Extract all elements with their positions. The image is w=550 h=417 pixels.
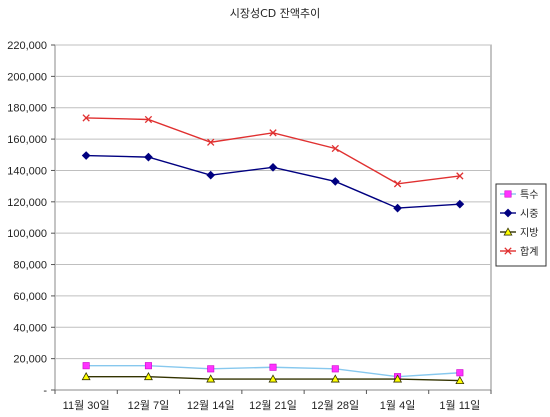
data-point (81, 151, 91, 160)
data-point (206, 374, 216, 383)
data-point (393, 374, 403, 383)
legend-label: 특수 (520, 189, 538, 201)
data-point (143, 372, 153, 381)
data-point (393, 203, 402, 213)
legend-item: 시중 (500, 208, 538, 220)
y-tick-label: 80,000 (13, 260, 47, 272)
data-point (82, 114, 90, 122)
y-tick-label: 180,000 (7, 103, 47, 115)
series-lines (81, 114, 465, 385)
x-axis-ticks: 11월 30일 12월 7일 12월 14일 12월 21일 12월 28일 1월 4일 1… (54, 390, 492, 412)
x-tick-label: 12월 7일 (128, 398, 170, 412)
data-point (330, 374, 340, 383)
y-tick-label: 40,000 (13, 322, 47, 334)
data-point (144, 115, 153, 124)
legend-item: 특수 (500, 189, 538, 201)
data-point (144, 152, 153, 162)
data-point (144, 362, 152, 370)
x-tick-label: 1월 4일 (380, 398, 416, 412)
y-tick-label: - (43, 385, 47, 397)
data-point (269, 363, 277, 371)
legend-item: 합계 (500, 246, 538, 258)
series-시중 (81, 151, 465, 213)
series-합계 (82, 114, 464, 188)
data-point (206, 170, 216, 180)
x-tick-label: 12월 14일 (187, 398, 235, 412)
data-point (269, 129, 277, 137)
legend-label: 합계 (520, 246, 538, 258)
x-tick-label: 12월 28일 (311, 398, 359, 412)
legend-item: 지방 (500, 227, 538, 239)
legend-label: 시중 (520, 208, 538, 220)
data-point (503, 208, 513, 218)
data-point (207, 365, 215, 373)
data-point (207, 138, 215, 146)
x-tick-label: 1월 11일 (439, 398, 480, 412)
data-point (504, 190, 512, 198)
data-point (393, 180, 402, 188)
y-tick-label: 60,000 (13, 291, 47, 303)
data-point (503, 227, 513, 236)
data-point (504, 247, 512, 255)
data-point (456, 172, 464, 180)
y-tick-label: 20,000 (13, 354, 47, 366)
data-point (82, 362, 90, 370)
chart-title: 시장성CD 잔액추이 (230, 7, 321, 20)
grid-lines (55, 44, 491, 360)
data-point (268, 374, 278, 383)
y-tick-label: 160,000 (7, 134, 47, 146)
y-tick-label: 120,000 (7, 197, 47, 209)
legend-label: 지방 (520, 227, 538, 239)
data-point (455, 199, 465, 209)
data-point (268, 162, 278, 172)
x-tick-label: 12월 21일 (249, 398, 297, 412)
y-tick-label: 100,000 (7, 228, 47, 240)
data-point (331, 144, 339, 153)
data-point (81, 372, 91, 381)
data-point (330, 177, 340, 186)
y-tick-label: 220,000 (7, 40, 47, 52)
y-tick-label: 200,000 (7, 71, 47, 83)
legend-box (495, 183, 547, 267)
y-tick-label: 140,000 (7, 165, 47, 177)
y-axis-ticks: - 20,000 40,000 60,000 80,000 100,000 120,000 1… (7, 40, 55, 397)
x-tick-label: 11월 30일 (63, 398, 110, 412)
plot-area (54, 44, 492, 391)
data-point (455, 375, 465, 385)
data-point (456, 369, 464, 377)
series-지방 (81, 372, 465, 385)
data-point (331, 365, 339, 373)
